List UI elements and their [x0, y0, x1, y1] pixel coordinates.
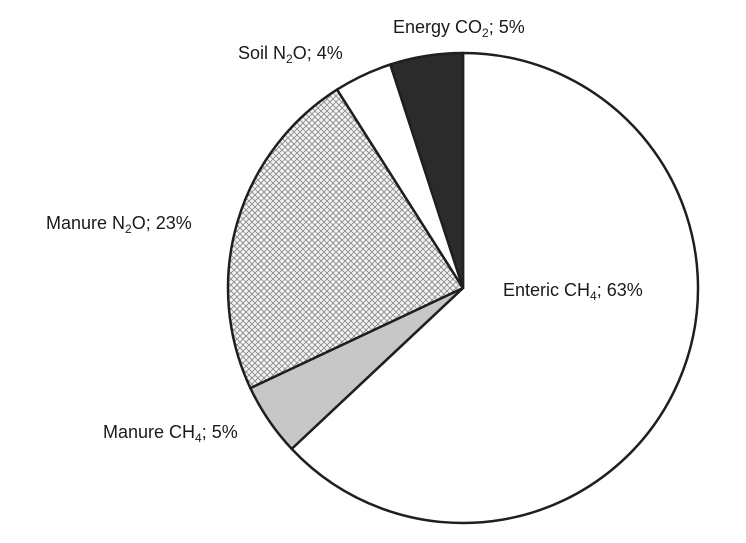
slice-label-energy-co2: Energy CO2; 5% [393, 17, 525, 40]
pie-slice-energy-co2 [389, 51, 465, 290]
pie-slice-enteric-ch4 [290, 51, 700, 525]
slice-label-soil-n2o: Soil N2O; 4% [238, 43, 343, 66]
slice-label-enteric-ch4: Enteric CH4; 63% [503, 280, 643, 303]
pie-slice-manure-n2o [226, 88, 465, 390]
pie-slices [226, 51, 700, 525]
slice-label-manure-ch4: Manure CH4; 5% [103, 422, 238, 445]
slice-label-manure-n2o: Manure N2O; 23% [46, 213, 192, 236]
